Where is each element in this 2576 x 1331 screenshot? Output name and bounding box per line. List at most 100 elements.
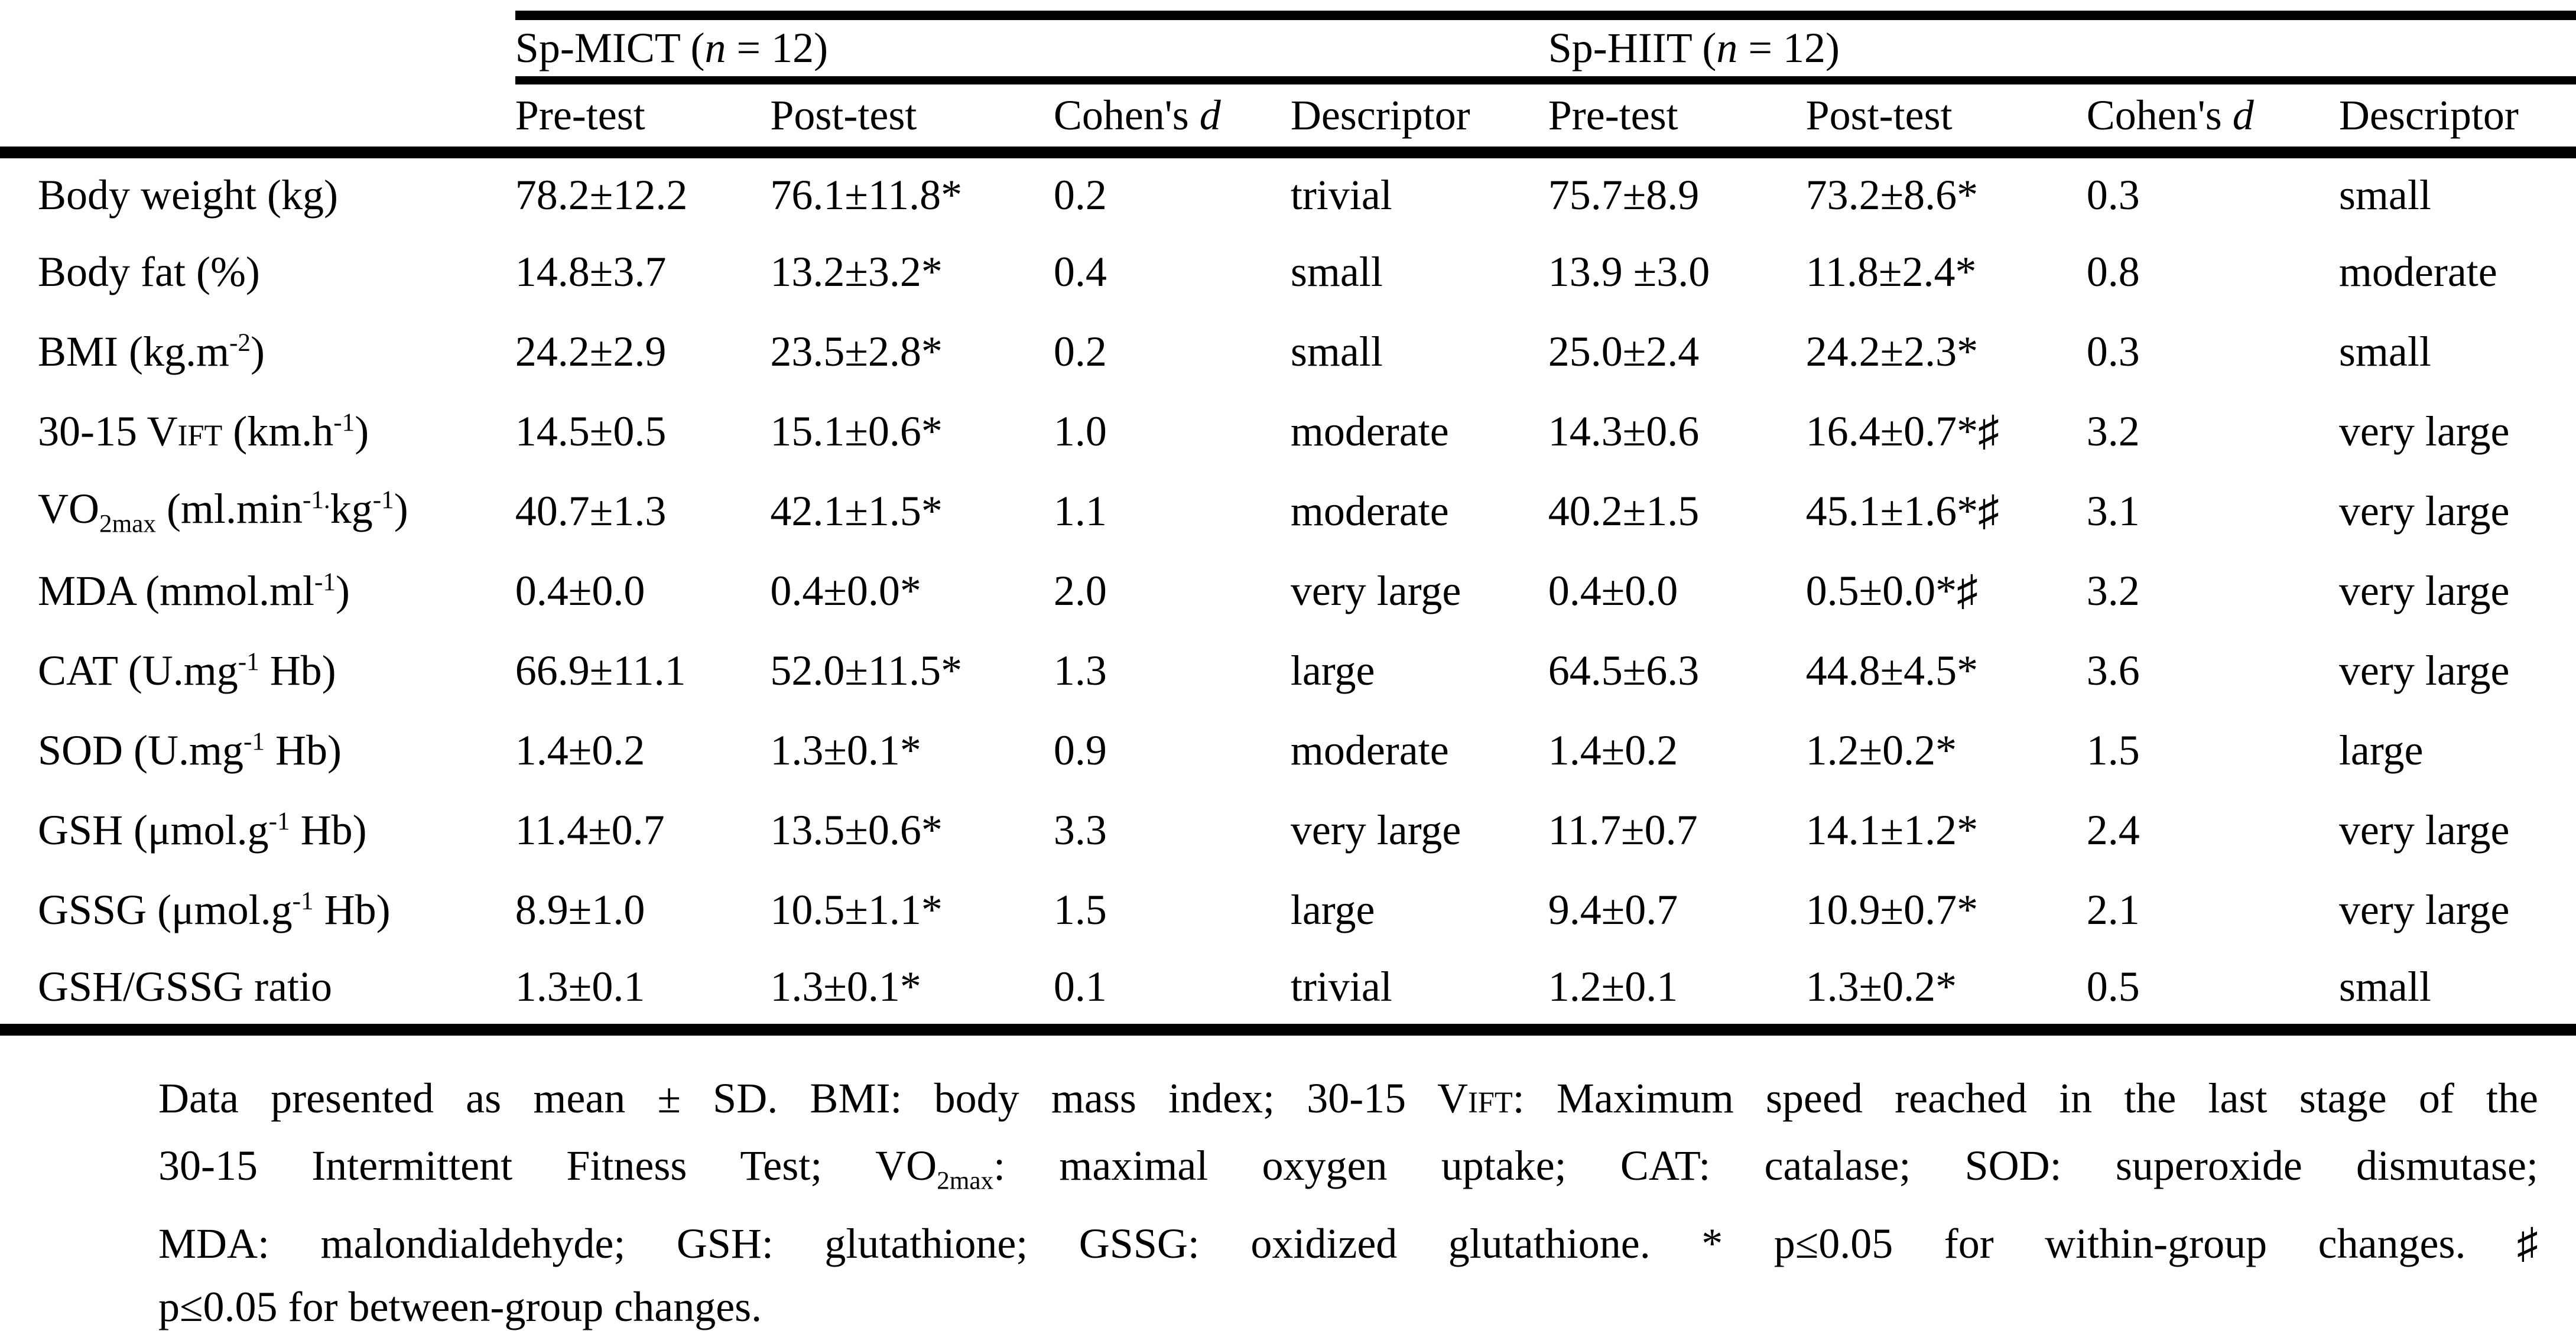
cell-posttest-hiit: 1.2±0.2* <box>1805 727 1957 774</box>
cell-pretest-hiit: 0.4±0.0 <box>1548 567 1678 614</box>
cell-pretest-hiit: 14.3±0.6 <box>1548 408 1700 455</box>
cell-descriptor-hiit: small <box>2338 171 2431 219</box>
cell-pretest-hiit: 11.7±0.7 <box>1548 806 1698 854</box>
cell-descriptor-mict: small <box>1290 328 1383 375</box>
group-header-sp-mict: Sp-MICT (n = 12) <box>515 11 1548 84</box>
cell-descriptor-mict: trivial <box>1290 950 1548 1036</box>
cell-pretest-mict: 8.9±1.0 <box>515 886 645 933</box>
column-header-pretest-hiit: Pre-test <box>1548 80 1806 158</box>
row-label: CAT (U.mg-1 Hb) <box>38 647 336 694</box>
cell-pretest-mict: 14.5±0.5 <box>515 408 667 455</box>
footnote-line-4: p≤0.05 for between-group changes. <box>158 1283 762 1331</box>
table-row: 30-15 VIFT (km.h-1) 14.5±0.5 15.1±0.6* 1… <box>0 392 2576 471</box>
cell-cohens-d-mict: 1.1 <box>1053 487 1107 535</box>
column-header-posttest-mict: Post-test <box>770 80 1054 158</box>
column-header-descriptor-mict: Descriptor <box>1290 80 1548 158</box>
row-label: GSSG (μmol.g-1 Hb) <box>38 886 391 933</box>
cell-pretest-mict: 0.4±0.0 <box>515 567 645 614</box>
row-label: 30-15 VIFT (km.h-1) <box>38 408 369 455</box>
cell-posttest-mict: 76.1±11.8* <box>770 171 963 219</box>
row-label: GSH (μmol.g-1 Hb) <box>38 806 367 854</box>
row-label: VO2max (ml.min-1.kg-1) <box>38 484 408 538</box>
group-header-row: Sp-MICT (n = 12) Sp-HIIT (n = 12) <box>0 11 2576 84</box>
cell-descriptor-hiit: very large <box>2338 487 2510 535</box>
cell-descriptor-mict: moderate <box>1290 487 1449 535</box>
table-row: GSH (μmol.g-1 Hb) 11.4±0.7 13.5±0.6* 3.3… <box>0 790 2576 870</box>
cell-posttest-hiit: 10.9±0.7* <box>1805 886 1979 933</box>
cell-descriptor-hiit: small <box>2338 328 2431 375</box>
row-label: GSH/GSSG ratio <box>0 950 515 1036</box>
cell-descriptor-hiit: very large <box>2338 647 2510 694</box>
cell-cohens-d-hiit: 3.1 <box>2086 487 2140 535</box>
table-body: Body weight (kg) 78.2±12.2 76.1±11.8* 0.… <box>0 152 2576 1036</box>
row-label: SOD (U.mg-1 Hb) <box>38 727 342 774</box>
cell-pretest-hiit: 40.2±1.5 <box>1548 487 1700 535</box>
cell-cohens-d-hiit: 3.2 <box>2086 567 2140 614</box>
cell-posttest-hiit: 44.8±4.5* <box>1805 647 1979 694</box>
cell-pretest-hiit: 75.7±8.9 <box>1548 171 1700 219</box>
row-label: MDA (mmol.ml-1) <box>38 567 350 614</box>
cell-cohens-d-mict: 1.0 <box>1053 408 1107 455</box>
cell-pretest-mict: 78.2±12.2 <box>515 171 688 219</box>
cell-posttest-hiit: 16.4±0.7*♯ <box>1805 408 2000 455</box>
cell-cohens-d-hiit: 0.3 <box>2086 171 2140 219</box>
cell-posttest-hiit: 1.3±0.2* <box>1805 950 2087 1036</box>
cell-posttest-hiit: 14.1±1.2* <box>1805 806 1979 854</box>
cell-posttest-hiit: 0.5±0.0*♯ <box>1805 567 1979 614</box>
cell-pretest-mict: 1.3±0.1 <box>515 950 771 1036</box>
cell-posttest-hiit: 24.2±2.3* <box>1805 328 1979 375</box>
column-header-cohens-d-mict: Cohen's d <box>1053 80 1291 158</box>
cell-descriptor-hiit: very large <box>2338 806 2510 854</box>
cell-descriptor-mict: moderate <box>1290 408 1449 455</box>
cell-descriptor-hiit: small <box>2338 950 2576 1036</box>
results-table: Sp-MICT (n = 12) Sp-HIIT (n = 12) Pre-te… <box>0 11 2576 1036</box>
cell-descriptor-hiit: very large <box>2338 408 2510 455</box>
cell-posttest-mict: 10.5±1.1* <box>770 886 943 933</box>
cell-cohens-d-hiit: 3.2 <box>2086 408 2140 455</box>
cell-descriptor-mict: moderate <box>1290 727 1449 774</box>
cell-pretest-hiit: 13.9 ±3.0 <box>1548 248 1710 295</box>
cell-cohens-d-mict: 3.3 <box>1053 806 1107 854</box>
cell-cohens-d-mict: 1.5 <box>1053 886 1107 933</box>
table-row: MDA (mmol.ml-1) 0.4±0.0 0.4±0.0* 2.0 ver… <box>0 551 2576 631</box>
cell-posttest-mict: 0.4±0.0* <box>770 567 921 614</box>
table-row: Body fat (%) 14.8±3.7 13.2±3.2* 0.4 smal… <box>0 232 2576 312</box>
column-header-cohens-d-hiit: Cohen's d <box>2086 80 2339 158</box>
cell-cohens-d-hiit: 2.1 <box>2086 886 2140 933</box>
cell-cohens-d-hiit: 0.5 <box>2086 950 2339 1036</box>
group-header-sp-hiit: Sp-HIIT (n = 12) <box>1548 11 2576 84</box>
group-header-spacer <box>0 15 515 80</box>
table-footnote: Data presented as mean ± SD. BMI: body m… <box>158 1067 2538 1331</box>
column-header-pretest-mict: Pre-test <box>515 80 771 158</box>
table-row: VO2max (ml.min-1.kg-1) 40.7±1.3 42.1±1.5… <box>0 471 2576 551</box>
row-label: Body weight (kg) <box>38 171 338 219</box>
cell-posttest-hiit: 11.8±2.4* <box>1805 248 1977 295</box>
cell-posttest-mict: 23.5±2.8* <box>770 328 943 375</box>
cell-posttest-mict: 1.3±0.1* <box>770 727 921 774</box>
cell-descriptor-hiit: large <box>2338 727 2424 774</box>
cell-cohens-d-mict: 2.0 <box>1053 567 1107 614</box>
cell-descriptor-mict: large <box>1290 647 1375 694</box>
cell-pretest-mict: 11.4±0.7 <box>515 806 665 854</box>
table-row: GSH/GSSG ratio 1.3±0.1 1.3±0.1* 0.1 triv… <box>0 950 2576 1036</box>
cell-descriptor-mict: trivial <box>1290 171 1392 219</box>
cell-cohens-d-hiit: 0.8 <box>2086 248 2140 295</box>
footnote-line-2: 30-15 Intermittent Fitness Test; VO2max:… <box>158 1142 2538 1195</box>
cell-cohens-d-mict: 0.9 <box>1053 727 1107 774</box>
table-row: SOD (U.mg-1 Hb) 1.4±0.2 1.3±0.1* 0.9 mod… <box>0 711 2576 790</box>
cell-posttest-mict: 13.2±3.2* <box>770 248 943 295</box>
cell-pretest-hiit: 25.0±2.4 <box>1548 328 1700 375</box>
column-header-spacer <box>0 80 515 158</box>
footnote-line-1: Data presented as mean ± SD. BMI: body m… <box>158 1075 2538 1122</box>
cell-cohens-d-mict: 0.2 <box>1053 171 1107 219</box>
cell-posttest-hiit: 73.2±8.6* <box>1805 171 1979 219</box>
cell-posttest-hiit: 45.1±1.6*♯ <box>1805 487 2000 535</box>
cell-cohens-d-hiit: 3.6 <box>2086 647 2140 694</box>
cell-posttest-mict: 15.1±0.6* <box>770 408 943 455</box>
column-header-descriptor-hiit: Descriptor <box>2338 80 2576 158</box>
cell-pretest-mict: 66.9±11.1 <box>515 647 686 694</box>
table-row: Body weight (kg) 78.2±12.2 76.1±11.8* 0.… <box>0 152 2576 232</box>
cell-pretest-mict: 1.4±0.2 <box>515 727 645 774</box>
row-label: Body fat (%) <box>38 248 260 295</box>
